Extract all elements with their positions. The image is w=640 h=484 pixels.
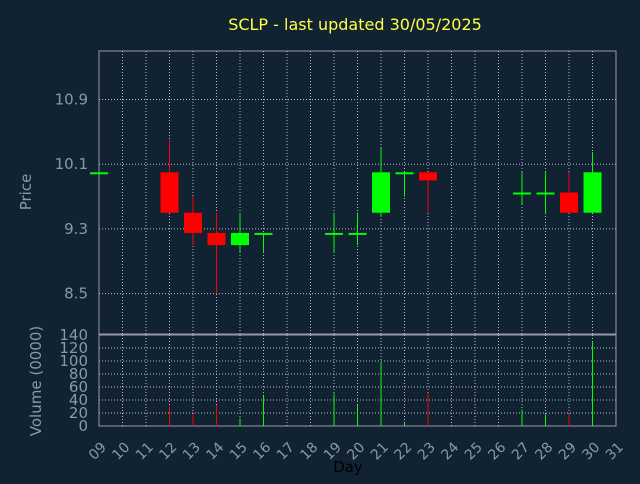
candle-body [231,232,249,246]
candle-body [560,192,578,213]
volume-tick-label: 40 [69,391,88,409]
volume-tick-label: 100 [59,352,88,370]
x-tick-label: 11 [133,440,157,464]
candle-body [513,192,531,195]
price-panel: 10.9 10.1 9.3 8.5 [55,50,617,335]
x-tick-label: 28 [532,440,556,464]
candle-body [160,172,179,213]
x-tick-label: 12 [156,440,180,464]
candle-body [395,172,414,175]
x-tick-label: 16 [250,439,274,463]
x-tick-label: 24 [438,439,462,463]
x-tick-label: 17 [274,440,298,464]
candle-body [184,212,202,233]
price-axis-label: Price [17,174,35,211]
volume-tick-label: 0 [78,417,88,435]
x-tick-label: 10 [109,440,133,464]
candle-body [325,232,343,235]
candle-body [536,192,555,195]
price-tick-label: 10.1 [55,155,88,173]
volume-tick-label: 140 [59,326,88,344]
x-tick-label: 29 [556,440,580,464]
candle-body [372,172,390,213]
x-tick-label: 26 [485,439,509,463]
volume-tick-label: 60 [69,378,88,396]
x-tick-label: 15 [227,440,251,464]
price-tick-label: 9.3 [64,220,88,238]
candle-body [583,172,602,213]
volume-tick-label: 120 [59,339,88,357]
candle-body [348,232,367,235]
x-tick-label: 14 [203,439,227,463]
volume-tick-label: 80 [69,365,88,383]
price-tick-label: 8.5 [64,285,88,303]
x-tick-label: 18 [297,440,321,464]
x-tick-label: 09 [86,440,110,464]
x-tick-label: 31 [603,440,627,464]
candle-body [254,232,273,235]
x-tick-label: 25 [462,440,486,464]
x-tick-label: 22 [391,440,415,464]
x-tick-label: 23 [415,440,439,464]
chart-title: SCLP - last updated 30/05/2025 [228,15,482,34]
candle-body [207,232,226,246]
x-tick-label: 13 [180,440,204,464]
x-axis-label: Day [333,458,363,476]
x-tick-label: 27 [509,440,533,464]
volume-axis-label: Volume (0000) [27,326,45,436]
x-tick-label: 30 [579,440,603,464]
x-tick-label: 21 [368,440,392,464]
x-axis-ticks: 09 10 11 12 13 14 15 16 17 18 19 20 21 22 23 24 25 26 27 28… [86,439,627,463]
candle-body [90,172,108,175]
volume-tick-label: 20 [69,404,88,422]
candle-body [419,172,437,181]
price-tick-label: 10.9 [55,91,88,109]
